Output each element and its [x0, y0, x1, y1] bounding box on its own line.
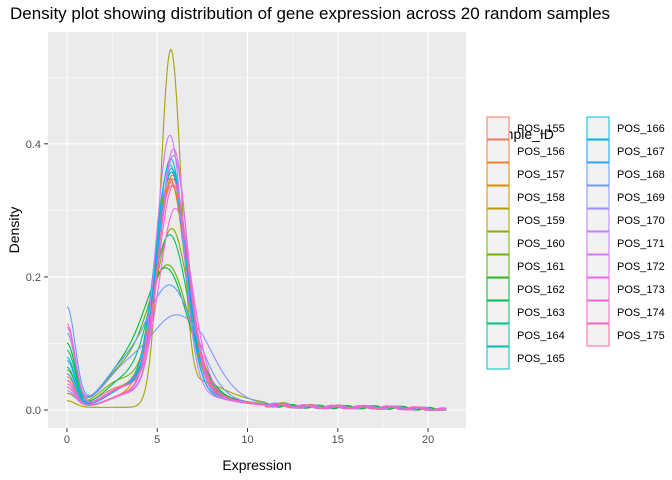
y-axis-ticks: 0.0 0.2 0.4	[26, 139, 48, 417]
x-tick-label: 10	[241, 434, 253, 446]
legend-label: POS_161	[517, 261, 565, 273]
legend-key	[586, 277, 610, 301]
legend-key	[486, 231, 510, 255]
legend-label: POS_156	[517, 146, 565, 158]
legend-label: POS_165	[517, 353, 565, 365]
legend-key	[486, 277, 510, 301]
legend-key	[486, 139, 510, 163]
legend-key	[586, 231, 610, 255]
grid-lines	[48, 32, 466, 428]
x-axis-title: Expression	[222, 457, 291, 473]
legend-key	[486, 254, 510, 278]
legend-key	[486, 346, 510, 370]
x-tick-label: 5	[154, 434, 160, 446]
legend-key	[586, 323, 610, 347]
plot-panel	[48, 32, 466, 428]
legend-key	[586, 185, 610, 209]
legend-key	[586, 208, 610, 232]
y-axis-title: Density	[6, 207, 22, 254]
y-tick-label: 0.0	[26, 405, 41, 417]
x-tick-label: 0	[64, 434, 70, 446]
legend-key	[586, 300, 610, 324]
legend-key	[486, 323, 510, 347]
legend-label: POS_167	[617, 146, 665, 158]
legend-key	[486, 300, 510, 324]
legend-label: POS_170	[617, 215, 665, 227]
density-line-pos-175	[66, 178, 447, 411]
legend-key	[486, 162, 510, 186]
legend-key	[586, 116, 610, 140]
chart-title: Density plot showing distribution of gen…	[10, 4, 610, 23]
legend-label: POS_173	[617, 284, 665, 296]
legend-key	[586, 162, 610, 186]
legend-label: POS_159	[517, 215, 565, 227]
legend-label: POS_155	[517, 123, 565, 135]
x-tick-label: 20	[422, 434, 434, 446]
legend-label: POS_162	[517, 284, 565, 296]
legend-label: POS_168	[617, 169, 665, 181]
legend-label: POS_169	[617, 192, 665, 204]
legend-label: POS_164	[517, 330, 565, 342]
density-curves	[66, 48, 447, 411]
legend-label: POS_174	[617, 307, 665, 319]
legend-key	[486, 185, 510, 209]
legend-label: POS_172	[617, 261, 665, 273]
y-tick-label: 0.4	[26, 139, 41, 151]
x-axis-ticks: 0 5 10 15 20	[64, 428, 434, 446]
legend-key	[486, 116, 510, 140]
y-tick-label: 0.2	[26, 272, 41, 284]
legend: sample_ID POS_155POS_156POS_157POS_158PO…	[486, 116, 665, 370]
legend-key	[586, 139, 610, 163]
legend-label: POS_171	[617, 238, 665, 250]
legend-key	[486, 208, 510, 232]
legend-label: POS_175	[617, 330, 665, 342]
legend-label: POS_160	[517, 238, 565, 250]
legend-label: POS_158	[517, 192, 565, 204]
x-tick-label: 15	[332, 434, 344, 446]
legend-label: POS_157	[517, 169, 565, 181]
legend-label: POS_163	[517, 307, 565, 319]
legend-label: POS_166	[617, 123, 665, 135]
legend-key	[586, 254, 610, 278]
